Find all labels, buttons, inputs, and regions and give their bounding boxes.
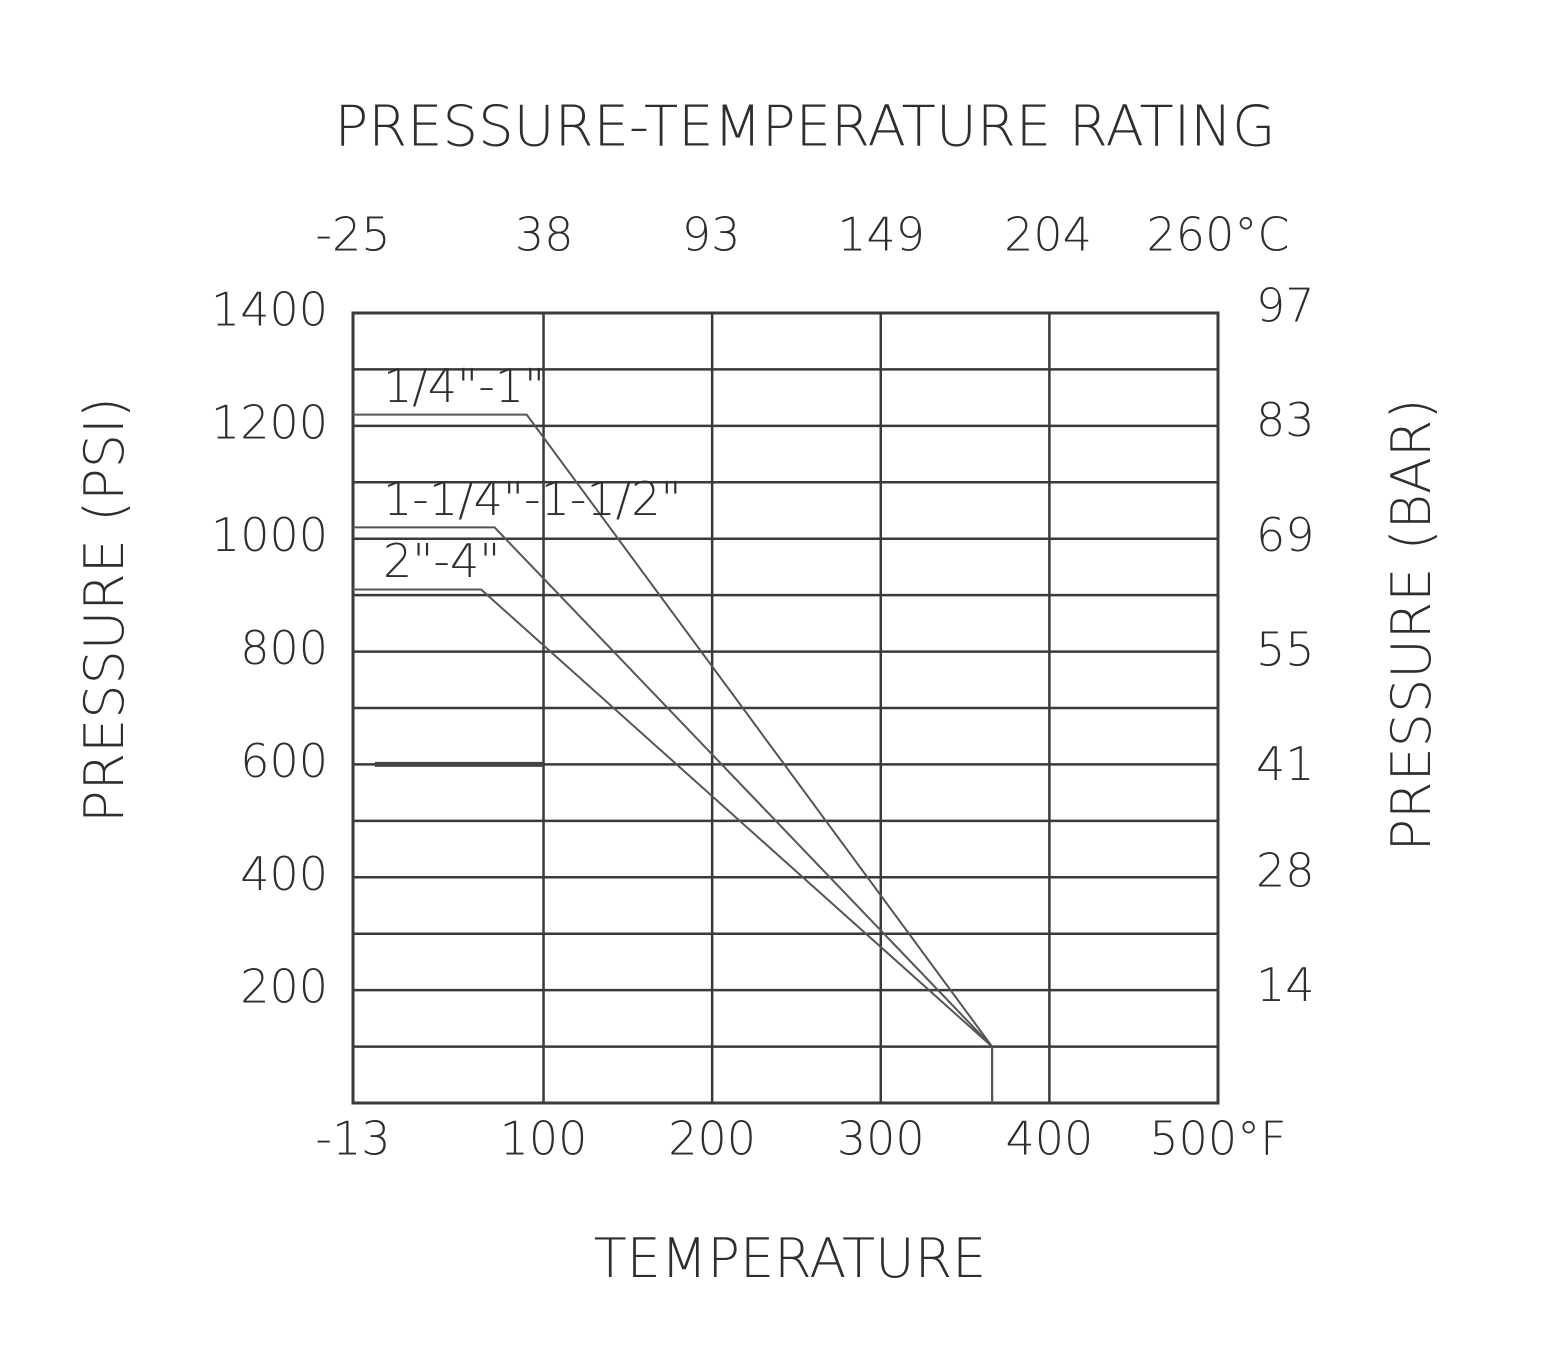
- y-tick-label: 1400: [211, 283, 328, 337]
- series-label: 1-1/4"-1-1/2": [383, 472, 682, 526]
- y2-tick-label: 83: [1256, 393, 1315, 447]
- y-tick-label: 800: [240, 621, 328, 675]
- series-line: [353, 588, 994, 1103]
- x-tick-label: 100: [500, 1112, 588, 1166]
- y-tick-label: 400: [240, 847, 328, 901]
- y-axis-label: PRESSURE (PSI): [73, 397, 136, 823]
- x-tick-label: 500°F: [1149, 1112, 1286, 1166]
- y2-axis-label: PRESSURE (BAR): [1380, 398, 1443, 851]
- x2-tick-label: 260°C: [1147, 208, 1290, 262]
- y-tick-label: 1000: [211, 508, 328, 562]
- x-tick-label: 200: [668, 1112, 756, 1166]
- y-tick-label: 1200: [211, 395, 328, 449]
- x2-tick-label: 149: [837, 208, 925, 262]
- x2-tick-label: 38: [515, 208, 574, 262]
- x2-tick-label: -25: [315, 208, 390, 262]
- y2-tick-label: 14: [1256, 958, 1315, 1012]
- x-tick-label: -13: [315, 1112, 390, 1166]
- plot-frame: [351, 311, 1220, 1105]
- series-label: 2"-4": [383, 534, 500, 588]
- x2-tick-label: 93: [682, 208, 741, 262]
- y2-tick-label: 69: [1256, 508, 1315, 562]
- x2-tick-label: 204: [1004, 208, 1092, 262]
- y-tick-label: 200: [240, 960, 328, 1014]
- series-label: 1/4"-1": [383, 359, 545, 413]
- y2-tick-label: 97: [1256, 279, 1315, 333]
- chart-title: PRESSURE-TEMPERATURE RATING: [334, 94, 1275, 159]
- y2-tick-label: 41: [1256, 737, 1315, 791]
- x-axis-label: TEMPERATURE: [594, 1227, 987, 1290]
- y2-tick-label: 55: [1256, 622, 1315, 676]
- y2-tick-label: 28: [1256, 843, 1315, 897]
- y-tick-label: 600: [240, 734, 328, 788]
- x-tick-label: 400: [1005, 1112, 1093, 1166]
- x-tick-label: 300: [837, 1112, 925, 1166]
